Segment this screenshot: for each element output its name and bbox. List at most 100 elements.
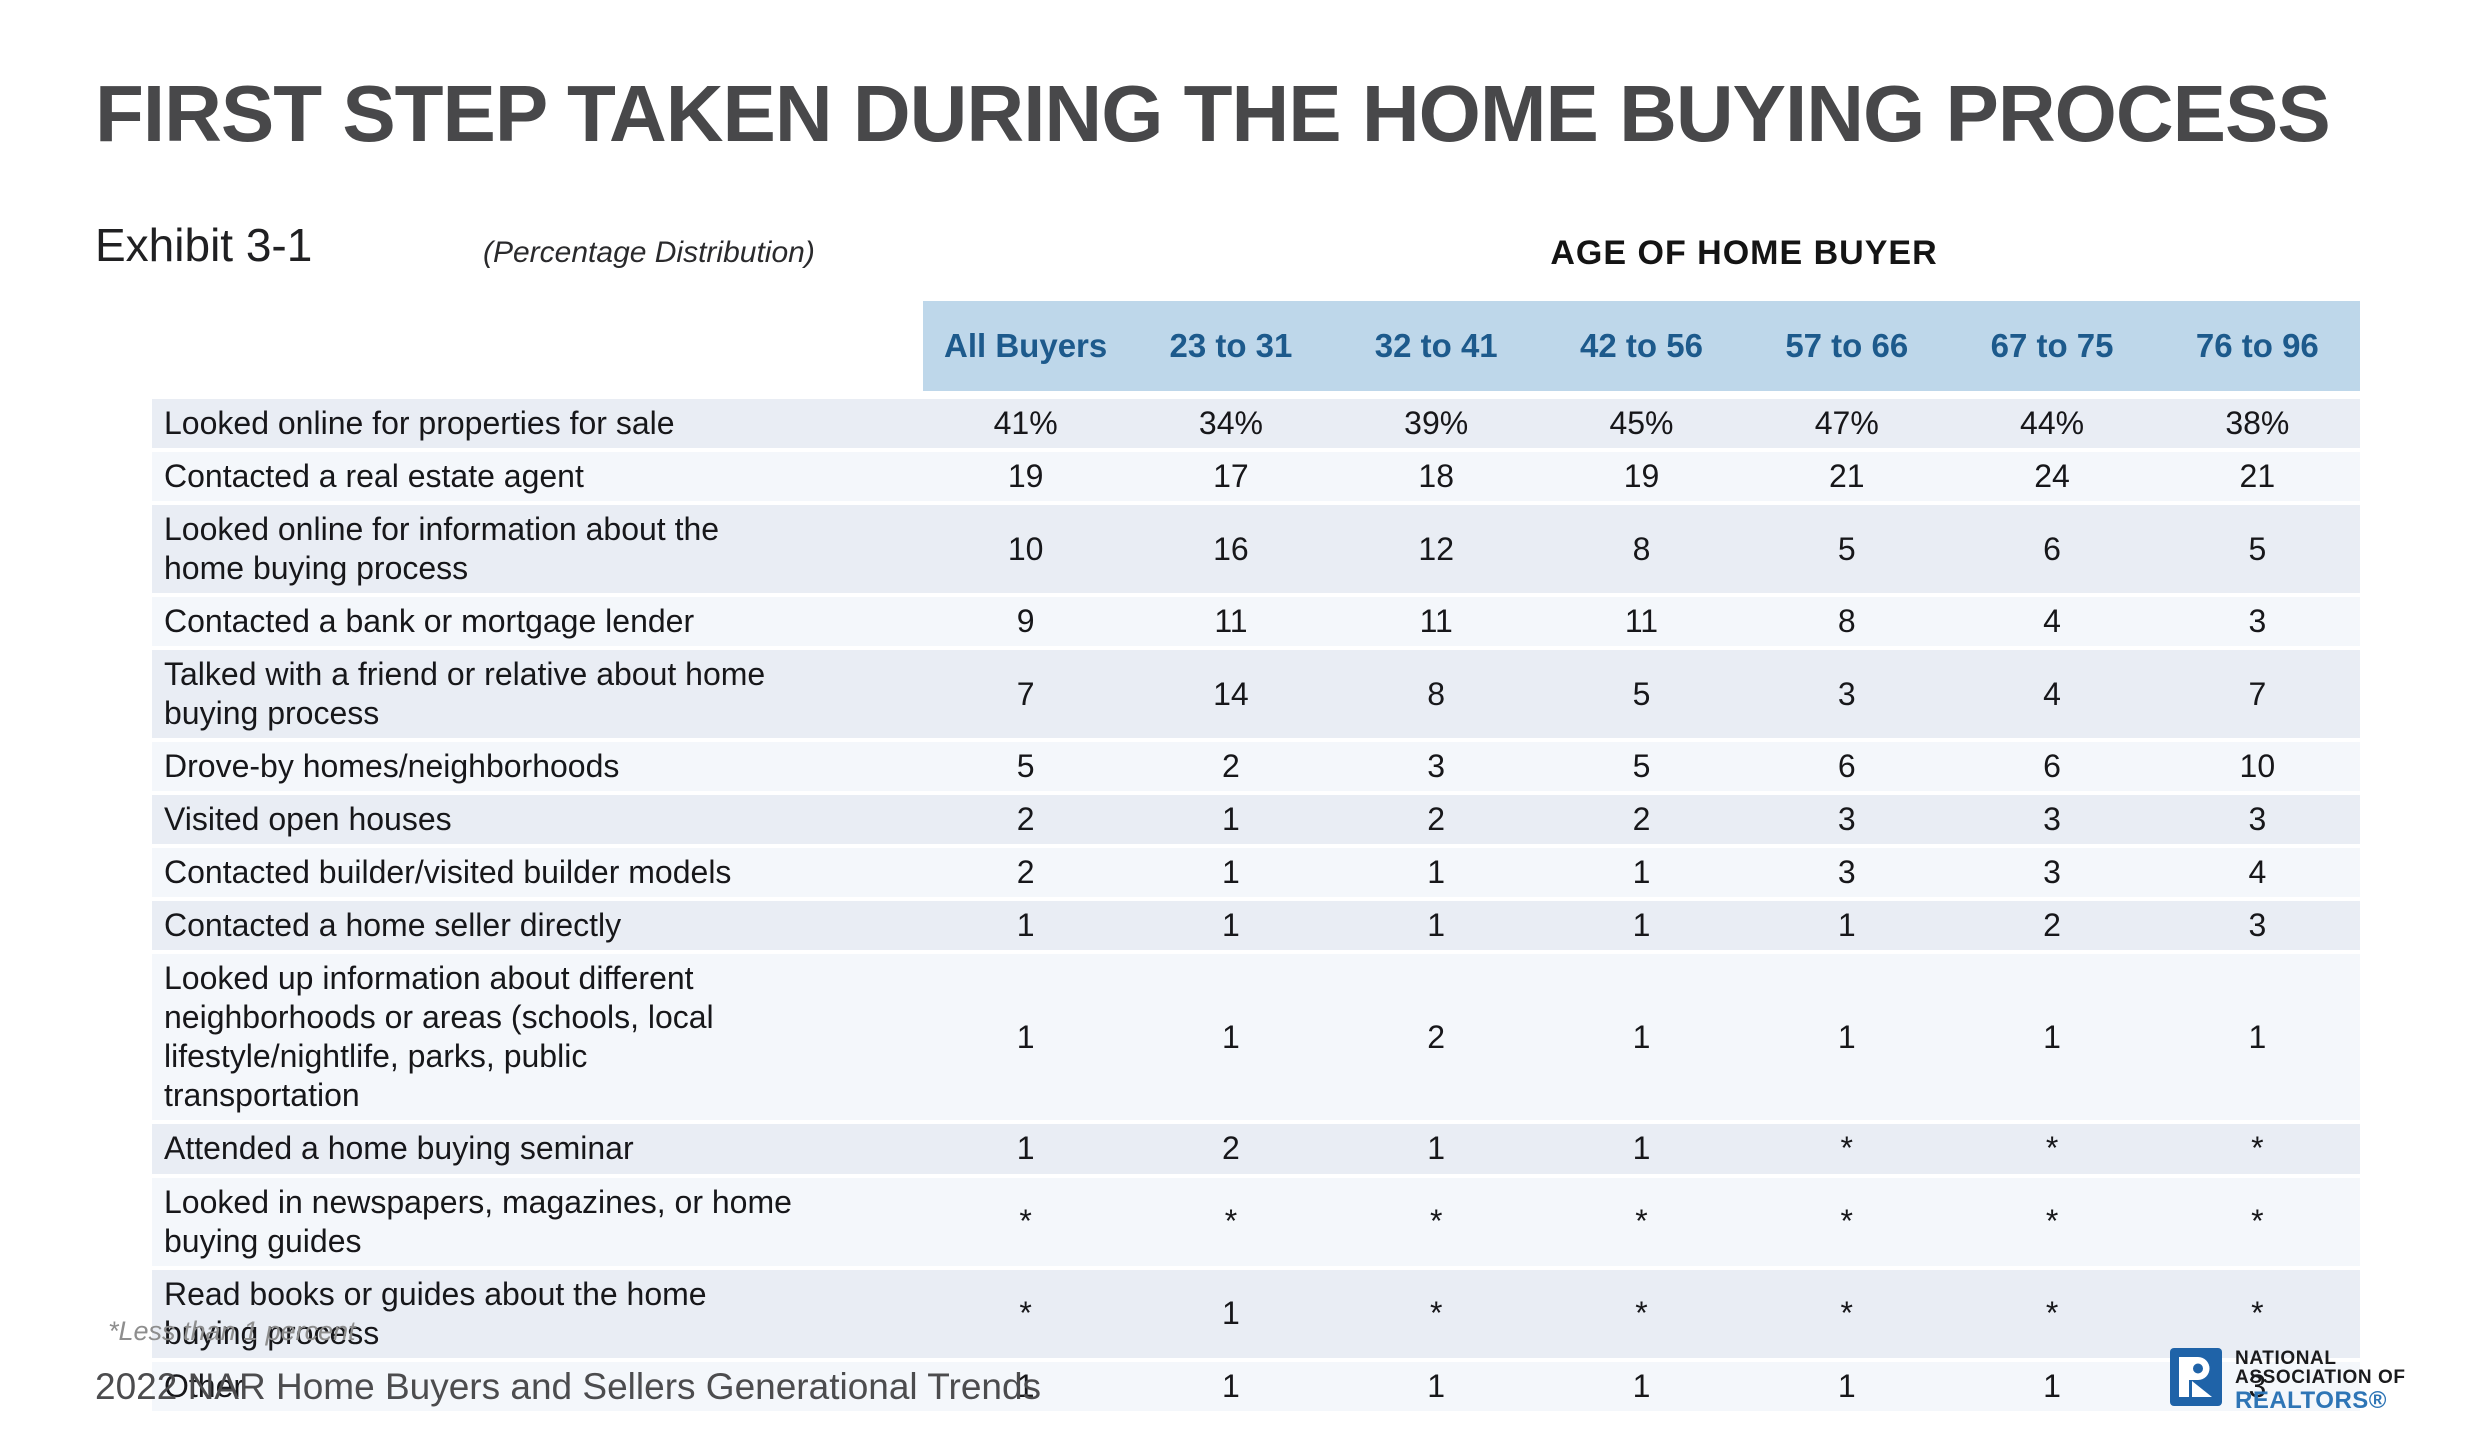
cell-value: 1	[1333, 1357, 1539, 1411]
table-row: Talked with a friend or relative about h…	[152, 646, 2360, 741]
age-group-heading: AGE OF HOME BUYER	[1550, 234, 1938, 272]
cell-value: 3	[1744, 646, 1950, 741]
cell-value: 2	[1128, 738, 1334, 794]
cell-value: 1	[923, 1120, 1129, 1176]
table-row: Read books or guides about the home buyi…	[152, 1265, 2360, 1360]
table-row: Drove-by homes/neighborhoods 5 2 3 5 6 6 10	[152, 738, 2360, 794]
cell-value: 17	[1128, 448, 1334, 504]
cell-value: 8	[1333, 646, 1539, 741]
cell-value: *	[1333, 1173, 1539, 1268]
row-label: Attended a home buying seminar	[152, 1120, 923, 1176]
table-row: Looked online for properties for sale 41%…	[152, 390, 2360, 451]
cell-value: *	[1744, 1265, 1950, 1360]
cell-value: 47%	[1744, 390, 1950, 451]
cell-value: 1	[1128, 950, 1334, 1123]
cell-value: 3	[2154, 593, 2360, 649]
row-label: Contacted a bank or mortgage lender	[152, 593, 923, 649]
table-row: Looked up information about different ne…	[152, 950, 2360, 1123]
cell-value: 1	[1538, 897, 1745, 953]
logo-line3: REALTORS®	[2235, 1387, 2387, 1414]
footnote: *Less than 1 percent	[108, 1316, 356, 1346]
cell-value: 1	[1538, 1357, 1745, 1411]
row-label: Looked online for information about the …	[152, 501, 923, 596]
cell-value: 1	[1744, 1357, 1950, 1411]
cell-value: 3	[1333, 738, 1539, 794]
cell-value: 16	[1128, 501, 1334, 596]
cell-value: 11	[1128, 593, 1334, 649]
nar-logo: NATIONAL ASSOCIATION OF REALTORS®	[2170, 1348, 2406, 1413]
cell-value: *	[1744, 1173, 1950, 1268]
cell-value: 9	[923, 593, 1129, 649]
exhibit-label: Exhibit 3-1	[95, 219, 313, 271]
cell-value: 38%	[2154, 390, 2360, 451]
table-row: Contacted a bank or mortgage lender 9 11 11…	[152, 593, 2360, 649]
column-header-1: All Buyers	[923, 301, 1129, 395]
cell-value: 1	[923, 950, 1129, 1123]
cell-value: 24	[1949, 448, 2155, 504]
cell-value: *	[2154, 1120, 2360, 1176]
cell-value: 1	[1333, 897, 1539, 953]
cell-value: 5	[1538, 738, 1745, 794]
cell-value: *	[1949, 1265, 2155, 1360]
row-label: Read books or guides about the home buyi…	[152, 1265, 923, 1360]
cell-value: *	[1744, 1120, 1950, 1176]
cell-value: 21	[2154, 448, 2360, 504]
cell-value: 10	[923, 501, 1129, 596]
cell-value: 1	[1744, 897, 1950, 953]
column-header-2: 23 to 31	[1128, 301, 1334, 395]
cell-value: 7	[923, 646, 1129, 741]
cell-value: *	[923, 1265, 1129, 1360]
cell-value: 39%	[1333, 390, 1539, 451]
cell-value: 21	[1744, 448, 1950, 504]
cell-value: 6	[1949, 501, 2155, 596]
cell-value: 1	[1128, 1265, 1334, 1360]
row-label: Looked online for properties for sale	[152, 390, 923, 451]
cell-value: 44%	[1949, 390, 2155, 451]
cell-value: 3	[2154, 897, 2360, 953]
cell-value: 1	[2154, 950, 2360, 1123]
cell-value: *	[1949, 1173, 2155, 1268]
cell-value: 1	[923, 1357, 1129, 1411]
cell-value: 1	[1538, 844, 1745, 900]
cell-value: 2	[1128, 1120, 1334, 1176]
cell-value: 41%	[923, 390, 1129, 451]
cell-value: 10	[2154, 738, 2360, 794]
page-title: FIRST STEP TAKEN DURING THE HOME BUYING …	[95, 69, 2331, 158]
table-row: Contacted builder/visited builder models…	[152, 844, 2360, 900]
cell-value: 5	[923, 738, 1129, 794]
cell-value: *	[1949, 1120, 2155, 1176]
cell-value: *	[2154, 1265, 2360, 1360]
table-header-row: All Buyers 23 to 31 32 to 41 42 to 56 57 to …	[152, 301, 2360, 395]
source-line: 2022 NAR Home Buyers and Sellers Generat…	[95, 1366, 1042, 1407]
column-header-5: 57 to 66	[1744, 301, 1950, 395]
cell-value: 5	[2154, 501, 2360, 596]
table-row: Looked online for information about the …	[152, 501, 2360, 596]
row-label: Looked up information about different ne…	[152, 950, 923, 1123]
cell-value: 4	[1949, 646, 2155, 741]
row-label: Contacted a home seller directly	[152, 897, 923, 953]
cell-value: 8	[1744, 593, 1950, 649]
row-label: Other	[152, 1357, 923, 1411]
distribution-note: (Percentage Distribution)	[483, 236, 815, 269]
cell-value: 7	[2154, 646, 2360, 741]
cell-value: 3	[1949, 791, 2155, 847]
cell-value: 8	[1538, 501, 1745, 596]
cell-value: 11	[1333, 593, 1539, 649]
column-header-7: 76 to 96	[2154, 301, 2360, 395]
cell-value: 18	[1333, 448, 1539, 504]
cell-value: 1	[1128, 844, 1334, 900]
cell-value: 1	[1128, 897, 1334, 953]
row-label: Contacted a real estate agent	[152, 448, 923, 504]
cell-value: 6	[1949, 738, 2155, 794]
cell-value: 2	[1538, 791, 1745, 847]
cell-value: 3	[1744, 844, 1950, 900]
logo-line2: ASSOCIATION OF	[2235, 1367, 2406, 1388]
cell-value: 2	[1333, 950, 1539, 1123]
row-label: Drove-by homes/neighborhoods	[152, 738, 923, 794]
cell-value: 1	[1333, 844, 1539, 900]
table-row: Visited open houses 2 1 2 2 3 3 3	[152, 791, 2360, 847]
cell-value: 3	[1949, 844, 2155, 900]
cell-value: 1	[1333, 1120, 1539, 1176]
cell-value: 1	[1538, 1120, 1745, 1176]
row-label: Talked with a friend or relative about h…	[152, 646, 923, 741]
